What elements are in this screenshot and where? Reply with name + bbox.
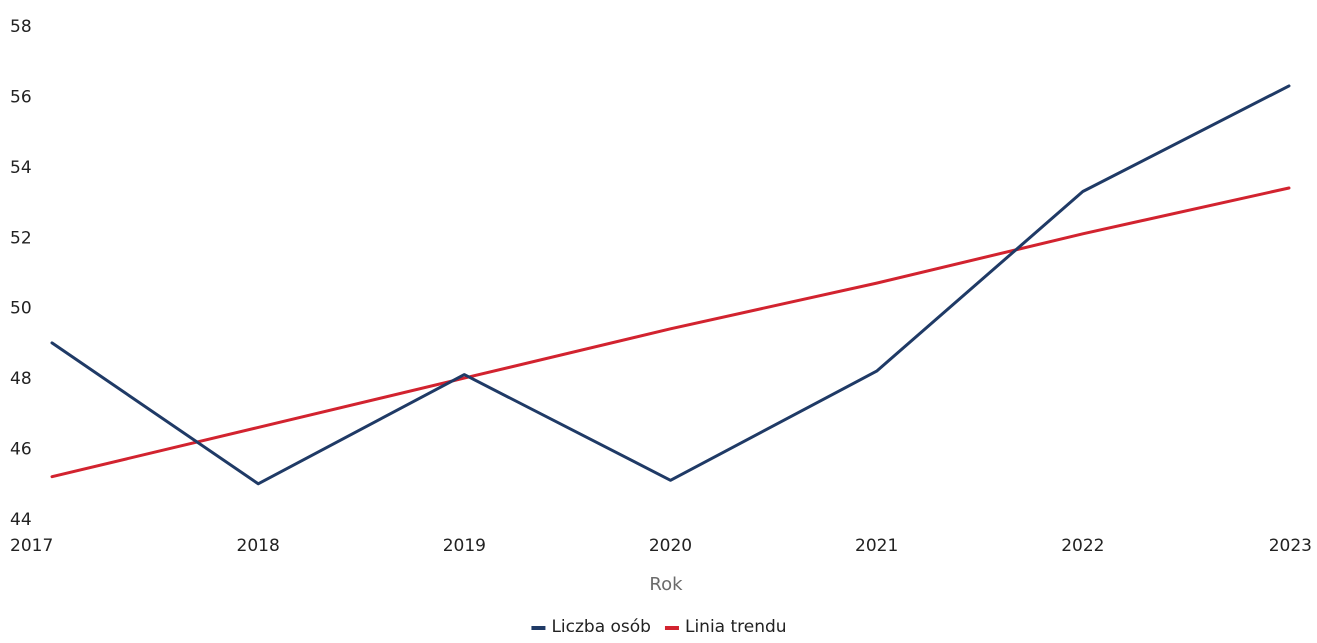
legend: Liczba osób Linia trendu bbox=[531, 617, 787, 637]
y-tick-label: 50 bbox=[10, 299, 32, 319]
y-tick-label: 54 bbox=[10, 158, 32, 178]
x-tick-label: 2018 bbox=[237, 536, 280, 556]
x-tick-label: 2020 bbox=[649, 536, 692, 556]
y-tick-label: 46 bbox=[10, 440, 32, 460]
x-axis-ticks: 2017 2018 2019 2020 2021 2022 2023 bbox=[10, 536, 1312, 556]
x-axis-title: Rok bbox=[649, 574, 683, 595]
y-tick-label: 56 bbox=[10, 87, 32, 107]
y-axis-ticks: 44 46 48 50 52 54 56 58 bbox=[10, 17, 32, 530]
x-tick-label: 2019 bbox=[443, 536, 486, 556]
y-tick-label: 52 bbox=[10, 228, 32, 248]
series-line-linia-trendu bbox=[50, 186, 1291, 479]
series-line-liczba-osob bbox=[50, 84, 1291, 486]
y-tick-label: 48 bbox=[10, 369, 32, 389]
y-tick-label: 58 bbox=[10, 17, 32, 37]
legend-label: Linia trendu bbox=[685, 617, 787, 637]
y-tick-label: 44 bbox=[10, 510, 32, 530]
x-tick-label: 2021 bbox=[855, 536, 898, 556]
legend-label: Liczba osób bbox=[551, 617, 651, 637]
x-tick-label: 2017 bbox=[10, 536, 53, 556]
series-lines bbox=[50, 84, 1291, 486]
legend-swatch bbox=[664, 626, 679, 630]
legend-swatch bbox=[531, 626, 546, 630]
x-tick-label: 2023 bbox=[1269, 536, 1312, 556]
x-tick-label: 2022 bbox=[1061, 536, 1104, 556]
